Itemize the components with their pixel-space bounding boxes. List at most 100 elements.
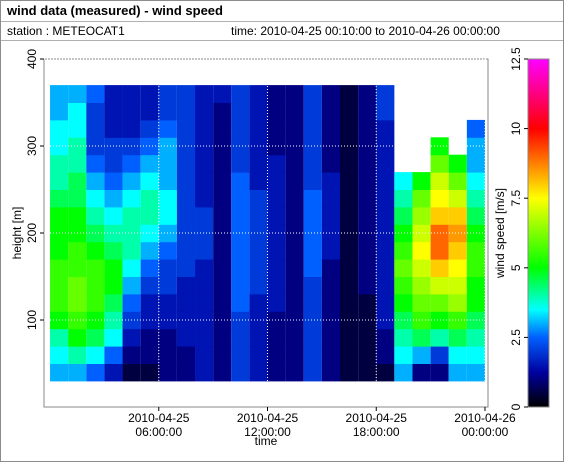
heat-cell — [86, 346, 105, 364]
heat-cell — [340, 276, 359, 295]
heat-cell — [303, 206, 322, 225]
heat-cell — [213, 363, 232, 382]
heat-cell — [195, 363, 214, 382]
heat-cell — [176, 206, 196, 225]
colorbar-tick-label: 5 — [509, 264, 523, 271]
heat-cell — [448, 276, 467, 295]
heat-cell — [412, 189, 431, 208]
heat-cell — [285, 189, 304, 208]
heat-cell — [122, 206, 141, 225]
heat-cell — [430, 346, 449, 364]
heat-cell — [358, 189, 377, 208]
heat-cell — [285, 119, 304, 138]
heat-cell — [176, 328, 196, 347]
heat-cell — [158, 102, 177, 121]
heat-cell — [195, 241, 214, 260]
heat-cell — [430, 154, 449, 173]
heat-cell — [358, 154, 377, 173]
heat-cell — [213, 346, 232, 364]
y-tick-label: 100 — [25, 310, 39, 330]
heat-cell — [140, 241, 159, 260]
heat-cell — [213, 328, 232, 347]
heat-cell — [376, 206, 395, 225]
heat-cell — [68, 293, 87, 312]
heat-cell — [358, 363, 377, 382]
heat-cell — [195, 259, 214, 277]
heat-cell — [68, 328, 87, 347]
heat-cell — [340, 311, 359, 330]
heat-cell — [466, 154, 485, 173]
heat-cell — [285, 224, 304, 243]
heat-cell — [303, 189, 322, 208]
heat-cell — [213, 206, 232, 225]
heat-cell — [430, 137, 449, 156]
heat-cell — [176, 363, 196, 382]
heat-cell — [50, 172, 69, 190]
heat-cell — [466, 224, 485, 243]
heat-cell — [158, 346, 177, 364]
heat-cell — [321, 172, 340, 190]
heat-cell — [376, 346, 395, 364]
heat-cell — [158, 259, 177, 277]
heat-cell — [50, 259, 69, 277]
heat-cell — [358, 102, 377, 121]
heat-cell — [340, 189, 359, 208]
heat-cell — [340, 241, 359, 260]
station: station : METEOCAT1 — [7, 24, 125, 38]
heat-cell — [376, 241, 395, 260]
heat-cell — [285, 137, 304, 156]
heat-cell — [249, 328, 268, 347]
heat-cell — [68, 172, 87, 190]
heat-cell — [303, 137, 322, 156]
heat-cell — [86, 259, 105, 277]
heat-cell — [50, 189, 69, 208]
heat-cell — [412, 328, 431, 347]
x-tick-label: 2010-04-25 18:00:00 — [346, 411, 408, 439]
heat-cell — [448, 172, 467, 190]
heat-cell — [340, 172, 359, 190]
heat-cell — [104, 102, 123, 121]
heat-cell — [321, 224, 340, 243]
heat-cell — [394, 224, 413, 243]
heat-cell — [213, 276, 232, 295]
heat-cell — [321, 276, 340, 295]
heat-cell — [195, 189, 214, 208]
heat-cell — [358, 119, 377, 138]
heat-cell — [303, 293, 322, 312]
heat-cell — [213, 311, 232, 330]
heat-cell — [249, 363, 268, 382]
heat-cell — [267, 346, 286, 364]
heat-cell — [68, 119, 87, 138]
heat-cell — [321, 85, 340, 103]
heat-cell — [68, 206, 87, 225]
heat-cell — [412, 363, 431, 382]
heat-cell — [321, 154, 340, 173]
heat-cell — [376, 189, 395, 208]
heat-cell — [303, 172, 322, 190]
heat-cell — [249, 119, 268, 138]
heat-cell — [321, 363, 340, 382]
heat-cell — [303, 224, 322, 243]
heat-cell — [376, 224, 395, 243]
heat-cell — [448, 363, 467, 382]
heat-cell — [358, 311, 377, 330]
heat-cell — [195, 172, 214, 190]
heat-cell — [176, 154, 196, 173]
heat-cell — [466, 276, 485, 295]
heat-cell — [86, 119, 105, 138]
title: wind data (measured) - wind speed — [1, 1, 563, 22]
heat-cell — [104, 154, 123, 173]
heat-cell — [358, 137, 377, 156]
heat-cell — [358, 276, 377, 295]
heat-cell — [195, 85, 214, 103]
heat-cell — [412, 311, 431, 330]
heat-cell — [394, 293, 413, 312]
heat-cell — [86, 293, 105, 312]
heat-cell — [50, 328, 69, 347]
heat-cell — [394, 328, 413, 347]
colorbar-tick-label: 0 — [509, 403, 523, 410]
heat-cell — [231, 293, 250, 312]
heat-cell — [394, 363, 413, 382]
heat-cell — [321, 206, 340, 225]
heat-cell — [448, 154, 467, 173]
